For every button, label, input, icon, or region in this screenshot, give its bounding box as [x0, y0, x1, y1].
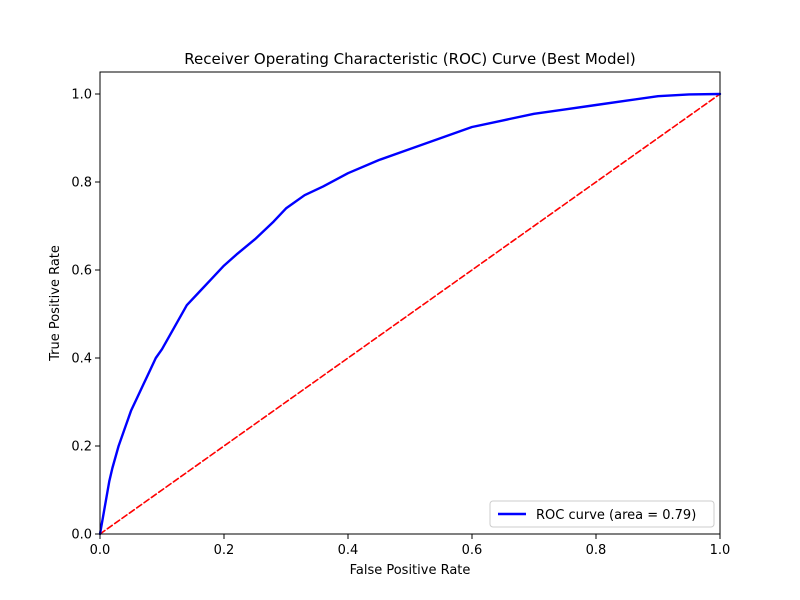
chart-title: Receiver Operating Characteristic (ROC) … — [184, 50, 635, 68]
x-tick-label: 0.0 — [90, 543, 111, 558]
y-axis-ticks: 0.0 0.2 0.4 0.6 0.8 1.0 — [71, 88, 100, 543]
x-axis-label: False Positive Rate — [350, 563, 471, 578]
x-tick-label: 0.8 — [586, 543, 607, 558]
y-tick-label: 0.2 — [71, 440, 92, 455]
y-tick-label: 0.8 — [71, 176, 92, 191]
roc-curve-line — [98, 92, 722, 536]
axes-frame — [99, 71, 721, 535]
axes-background — [100, 72, 720, 534]
plot-area — [98, 71, 722, 536]
legend: ROC curve (area = 0.79) — [489, 500, 715, 528]
x-axis-ticks: 0.0 0.2 0.4 0.6 0.8 1.0 — [90, 534, 731, 558]
x-tick-label: 0.6 — [462, 543, 483, 558]
x-tick-label: 0.4 — [338, 543, 359, 558]
chance-diagonal-line — [99, 93, 721, 535]
y-tick-label: 0.0 — [71, 528, 92, 543]
y-tick-label: 1.0 — [71, 88, 92, 103]
y-tick-label: 0.4 — [71, 352, 92, 367]
y-axis-label: True Positive Rate — [48, 245, 63, 362]
x-tick-label: 0.2 — [214, 543, 235, 558]
legend-box — [489, 500, 715, 528]
legend-label-roc-curve: ROC curve (area = 0.79) — [536, 508, 696, 523]
x-tick-label: 1.0 — [710, 543, 731, 558]
y-tick-label: 0.6 — [71, 264, 92, 279]
series-layer — [98, 92, 722, 536]
